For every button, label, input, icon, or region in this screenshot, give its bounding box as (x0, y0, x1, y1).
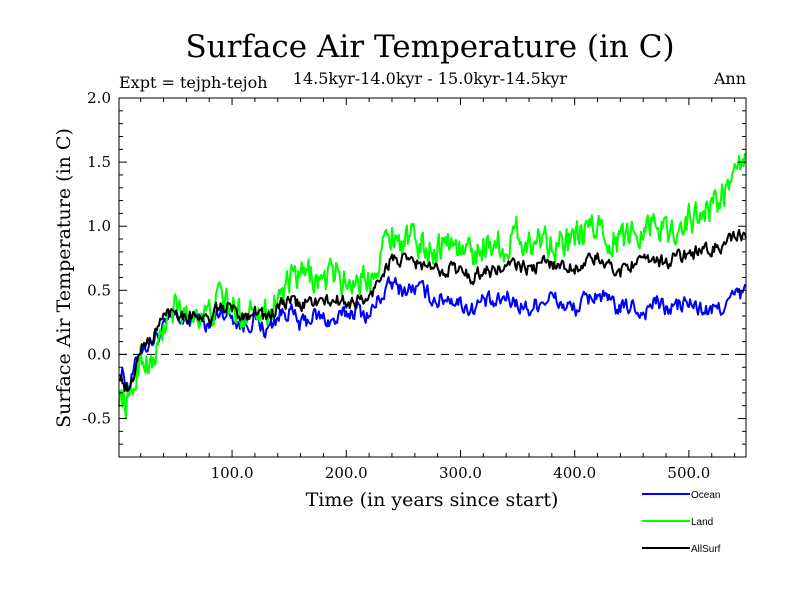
series-group (118, 152, 747, 420)
legend-label-land: Land (691, 517, 713, 528)
chart-subtitle: 14.5kyr-14.0kyr - 15.0kyr-14.5kyr (293, 69, 568, 88)
y-axis-label: Surface Air Temperature (in C) (53, 128, 75, 428)
x-tick-label: 300.0 (439, 464, 482, 482)
y-tick-label: 0.5 (87, 281, 111, 299)
legend: Ocean Land AllSurf (642, 490, 721, 555)
chart-title: Surface Air Temperature (in C) (185, 29, 674, 65)
legend-label-ocean: Ocean (691, 490, 720, 501)
legend-label-allsurf: AllSurf (691, 544, 721, 555)
season-label: Ann (713, 69, 746, 88)
y-tick-label: -0.5 (82, 410, 111, 428)
x-axis-label: Time (in years since start) (306, 489, 559, 511)
plot-frame (118, 97, 747, 458)
expt-label: Expt = tejph-tejoh (119, 73, 268, 92)
y-tick-label: 0.0 (87, 345, 111, 363)
y-tick-label: 1.5 (87, 153, 111, 171)
x-tick-label: 400.0 (553, 464, 596, 482)
x-tick-label: 500.0 (667, 464, 710, 482)
y-tick-label: 1.0 (87, 217, 111, 235)
series-line-ocean (118, 276, 747, 391)
series-line-allsurf (118, 228, 747, 392)
x-tick-label: 200.0 (325, 464, 368, 482)
y-tick-label: 2.0 (87, 89, 111, 107)
axis-ticks: 100.0 200.0 300.0 400.0 500.0 -0.5 0.0 0.5 1.0 1.… (82, 89, 746, 482)
x-tick-label: 100.0 (211, 464, 254, 482)
